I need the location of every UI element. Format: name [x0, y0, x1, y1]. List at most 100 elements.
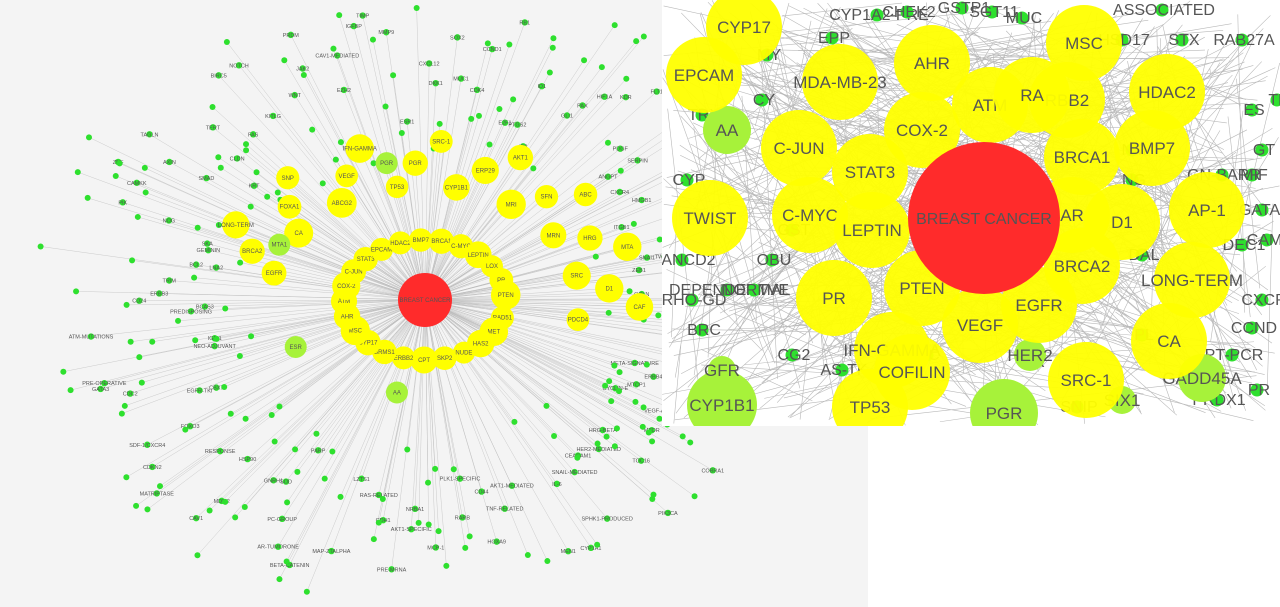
node-esr1[interactable]: ESR1	[400, 118, 414, 126]
node-unlabeled[interactable]	[84, 194, 91, 201]
node-unlabeled[interactable]	[157, 483, 164, 490]
node-ska[interactable]: SKA	[202, 240, 213, 248]
node-unlabeled[interactable]	[468, 115, 475, 122]
node-unlabeled[interactable]	[142, 189, 149, 196]
node-erbb2[interactable]: ERBB2	[392, 346, 416, 370]
node-hoxa9[interactable]: HOXA9	[487, 538, 506, 546]
node-unlabeled[interactable]	[379, 496, 386, 503]
node-hdac2[interactable]: HDAC2	[388, 231, 412, 255]
node-chek2[interactable]: CHEK2	[882, 4, 935, 21]
node-unlabeled[interactable]	[398, 129, 405, 136]
node-gata3[interactable]: GATA3	[1239, 202, 1280, 219]
node-unlabeled[interactable]	[248, 333, 255, 340]
node-es[interactable]: ES	[1243, 102, 1264, 119]
node-timp[interactable]: TIMP	[356, 12, 370, 20]
node-sphk1-produced[interactable]: SPHK1-PRODUCED	[581, 515, 633, 523]
node-unlabeled[interactable]	[656, 415, 663, 422]
node-erbb4[interactable]: ERBB4	[644, 373, 662, 381]
node-skp2[interactable]: SKP2	[432, 346, 457, 371]
node-lzts1[interactable]: LZTS1	[353, 475, 370, 483]
node-unlabeled[interactable]	[592, 253, 599, 260]
node-unlabeled[interactable]	[337, 139, 344, 146]
node-pr[interactable]: PR	[1248, 382, 1270, 399]
node-unlabeled[interactable]	[616, 369, 623, 376]
node-fas[interactable]: FAS	[248, 131, 259, 138]
node-egfr[interactable]: EGFR	[261, 260, 287, 286]
node-dec1[interactable]: DEC1	[1223, 237, 1266, 254]
node-tp53[interactable]: TP53	[385, 175, 409, 199]
hub-node-breast-cancer[interactable]: BREAST CANCER	[398, 273, 452, 327]
node-unlabeled[interactable]	[370, 536, 377, 543]
node-unlabeled[interactable]	[581, 57, 588, 64]
node-gli1[interactable]: GLI1	[561, 112, 573, 119]
node-unlabeled[interactable]	[543, 402, 550, 409]
node-aa[interactable]: AA	[385, 381, 408, 404]
node-camkk[interactable]: CAMKK	[127, 179, 147, 187]
node-unlabeled[interactable]	[605, 309, 612, 316]
node-d1[interactable]: D1	[595, 274, 624, 303]
node-foxa1[interactable]: FOXA1	[277, 194, 302, 219]
node-cpt[interactable]: CPT	[410, 346, 438, 374]
node-wnt[interactable]: WNT	[288, 91, 302, 99]
node-foxo3[interactable]: FOXO3	[181, 422, 200, 430]
node-unlabeled[interactable]	[415, 519, 422, 526]
node-unlabeled[interactable]	[276, 576, 283, 583]
node-unlabeled[interactable]	[544, 558, 551, 565]
node-hif1a[interactable]: HIF1A	[597, 93, 613, 101]
node-snail-mediated[interactable]: SNAIL-MEDIATED	[552, 468, 598, 476]
node-unlabeled[interactable]	[243, 141, 250, 148]
node-dkk1[interactable]: DKK1	[428, 79, 443, 87]
node-unlabeled[interactable]	[413, 5, 420, 12]
node-unlabeled[interactable]	[506, 41, 513, 48]
node-hsp90[interactable]: HSP90	[239, 455, 256, 463]
node-vegf[interactable]: VEGF	[942, 287, 1018, 363]
node-unlabeled[interactable]	[640, 33, 647, 40]
node-pre-operative[interactable]: PRE-OPERATIVE	[82, 380, 127, 387]
node-atm-mutations[interactable]: ATM-MUTATIONS	[69, 333, 114, 341]
node-unlabeled[interactable]	[321, 475, 328, 482]
node-ca[interactable]: CA	[284, 218, 314, 248]
node-response[interactable]: RESPONSE	[205, 447, 236, 455]
node-long-term[interactable]: LONG-TERM	[1141, 242, 1243, 318]
node-mri[interactable]: MRI	[496, 189, 526, 220]
node-pdgf[interactable]: PDGF	[613, 145, 629, 153]
node-igfbp[interactable]: IGFBP	[345, 22, 362, 30]
node-unlabeled[interactable]	[616, 388, 623, 395]
node-unlabeled[interactable]	[127, 338, 134, 345]
node-erbb3[interactable]: ERBB3	[150, 290, 168, 297]
node-unlabeled[interactable]	[283, 558, 290, 565]
node-stat3[interactable]: STAT3	[832, 134, 908, 210]
node-unlabeled[interactable]	[253, 169, 260, 176]
node-cofilin[interactable]: COFILIN	[874, 334, 950, 410]
node-src-1[interactable]: SRC-1	[429, 129, 453, 153]
node-ras-related[interactable]: RAS-RELATED	[360, 491, 398, 499]
node-cldn[interactable]: CLDN	[230, 155, 245, 162]
node-jak2[interactable]: JAK2	[296, 65, 309, 72]
node-map-ztalpha[interactable]: MAP-ZTALPHA	[312, 547, 351, 555]
node-cxcr[interactable]: CXCR	[1241, 292, 1280, 309]
node-nrba1[interactable]: NRBA1	[406, 505, 424, 513]
node-matriptase[interactable]: MATRIPTASE	[140, 490, 175, 497]
node-unlabeled[interactable]	[116, 160, 123, 167]
node-nog[interactable]: NOG	[163, 217, 176, 224]
node-unlabeled[interactable]	[67, 387, 74, 394]
node-rarb[interactable]: RARB	[455, 514, 471, 521]
node-vegf[interactable]: VEGF	[335, 164, 359, 188]
node-unlabeled[interactable]	[611, 362, 618, 369]
node-unlabeled[interactable]	[425, 479, 432, 486]
node-unlabeled[interactable]	[530, 165, 537, 172]
node-sox2[interactable]: SOX2	[450, 34, 465, 41]
node-unlabeled[interactable]	[144, 506, 151, 513]
node-unlabeled[interactable]	[264, 193, 271, 200]
node-unlabeled[interactable]	[404, 446, 411, 453]
node-akt1-mediated[interactable]: AKT1-MEDIATED	[490, 482, 534, 490]
node-beta-catenin[interactable]: BETA-CATENIN	[270, 561, 310, 569]
node-unlabeled[interactable]	[112, 172, 119, 179]
node-krt[interactable]: KRT	[249, 182, 261, 190]
node-unlabeled[interactable]	[129, 257, 136, 264]
node-unlabeled[interactable]	[655, 312, 662, 319]
node-ccnd[interactable]: CCND	[1231, 320, 1277, 337]
node-ezh2[interactable]: EZH2	[337, 86, 351, 94]
node-trim[interactable]: TRIM	[163, 277, 177, 284]
node-unlabeled[interactable]	[332, 156, 339, 163]
